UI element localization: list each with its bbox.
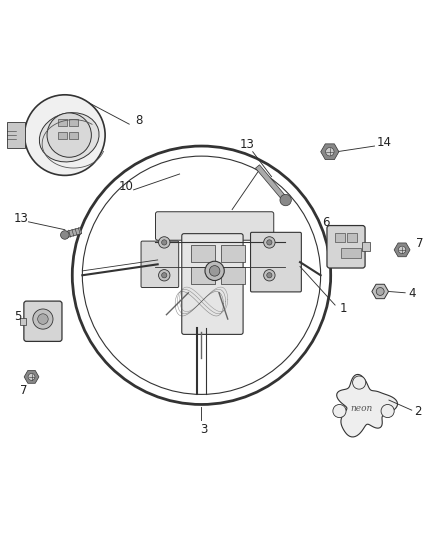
Circle shape xyxy=(267,240,272,245)
Bar xyxy=(69,133,78,140)
Bar xyxy=(191,266,215,284)
FancyBboxPatch shape xyxy=(141,241,179,287)
Text: 2: 2 xyxy=(414,406,422,418)
Circle shape xyxy=(33,309,53,329)
Text: 8: 8 xyxy=(136,114,143,127)
FancyBboxPatch shape xyxy=(155,212,274,240)
Circle shape xyxy=(159,237,170,248)
Text: 13: 13 xyxy=(240,138,255,151)
Text: 6: 6 xyxy=(322,216,330,229)
Text: 3: 3 xyxy=(200,423,207,436)
Circle shape xyxy=(325,148,334,156)
Text: 10: 10 xyxy=(119,180,134,193)
Circle shape xyxy=(353,376,366,389)
Circle shape xyxy=(47,113,92,157)
Ellipse shape xyxy=(39,112,99,162)
Polygon shape xyxy=(24,370,39,383)
Text: 7: 7 xyxy=(20,384,28,397)
FancyBboxPatch shape xyxy=(327,225,365,268)
Circle shape xyxy=(205,261,224,280)
Circle shape xyxy=(162,273,167,278)
Text: 13: 13 xyxy=(14,212,28,225)
Circle shape xyxy=(209,265,220,276)
Circle shape xyxy=(25,95,105,175)
Text: neon: neon xyxy=(350,405,372,414)
Bar xyxy=(191,245,215,262)
Circle shape xyxy=(264,237,275,248)
Bar xyxy=(20,318,27,325)
Circle shape xyxy=(381,405,394,418)
Polygon shape xyxy=(64,228,82,238)
Bar xyxy=(341,248,361,258)
Bar xyxy=(221,245,245,262)
FancyBboxPatch shape xyxy=(24,301,62,342)
Bar xyxy=(7,122,25,148)
Circle shape xyxy=(159,270,170,281)
Text: 7: 7 xyxy=(416,237,424,250)
Circle shape xyxy=(28,374,35,380)
Polygon shape xyxy=(337,374,397,437)
Text: 5: 5 xyxy=(14,310,21,324)
Polygon shape xyxy=(321,144,339,160)
Circle shape xyxy=(267,273,272,278)
FancyBboxPatch shape xyxy=(182,233,243,334)
Circle shape xyxy=(264,270,275,281)
Bar xyxy=(58,133,67,140)
Text: 14: 14 xyxy=(376,136,391,149)
Circle shape xyxy=(60,231,69,239)
Bar xyxy=(69,119,78,126)
Circle shape xyxy=(280,195,291,206)
FancyBboxPatch shape xyxy=(251,232,301,292)
Bar xyxy=(362,243,370,251)
Polygon shape xyxy=(255,165,288,202)
Circle shape xyxy=(376,287,384,295)
Circle shape xyxy=(38,314,48,324)
Bar xyxy=(58,119,67,126)
Bar xyxy=(221,266,245,284)
Polygon shape xyxy=(372,284,389,298)
Circle shape xyxy=(162,240,167,245)
Text: 1: 1 xyxy=(339,303,347,316)
Circle shape xyxy=(333,405,346,418)
Bar xyxy=(347,233,357,243)
Text: 4: 4 xyxy=(408,287,416,300)
Circle shape xyxy=(399,246,406,254)
Bar xyxy=(335,233,345,243)
Polygon shape xyxy=(394,243,410,257)
